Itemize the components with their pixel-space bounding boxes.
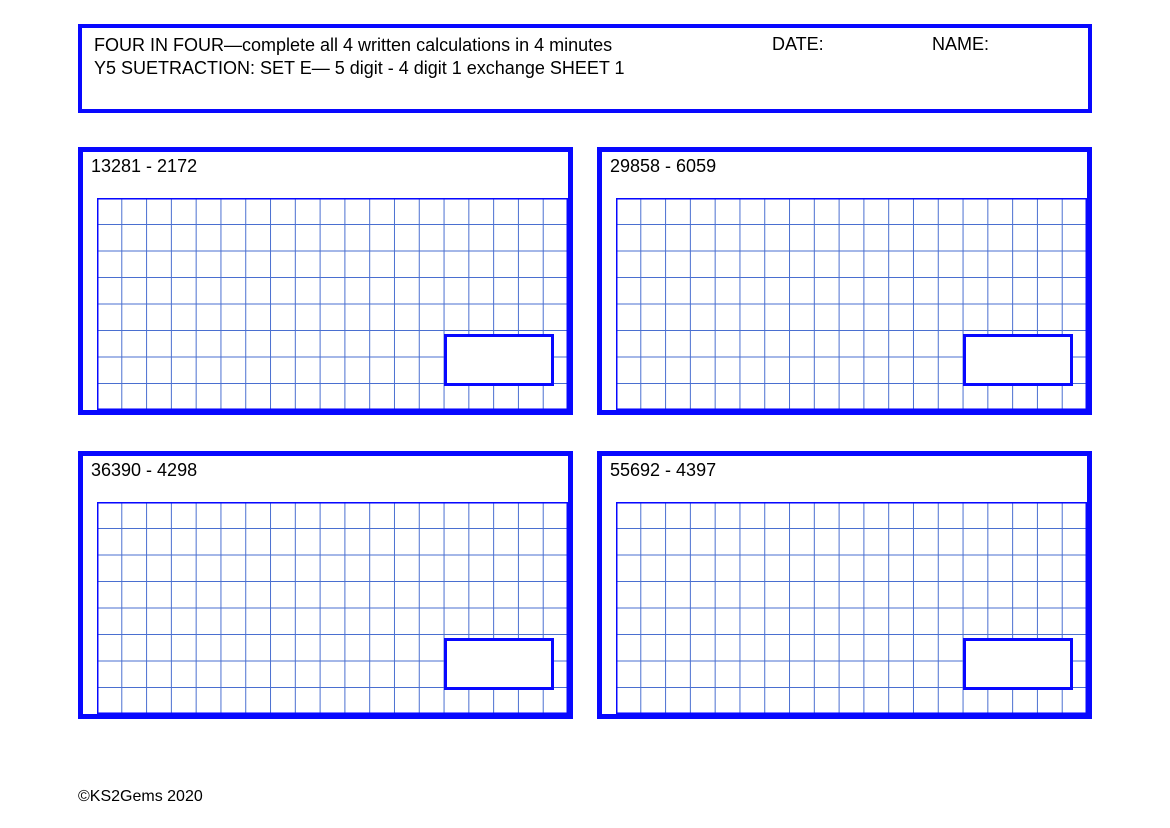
header-box: FOUR IN FOUR—complete all 4 written calc… — [78, 24, 1092, 113]
header-line2: Y5 SUETRACTION: SET E— 5 digit - 4 digit… — [94, 57, 1076, 80]
name-label: NAME: — [932, 34, 989, 55]
problem-box-1: 13281 - 2172 — [78, 147, 573, 415]
problem-box-3: 36390 - 4298 — [78, 451, 573, 719]
problems-grid: 13281 - 2172 29858 - 6059 36390 - 4298 5… — [78, 147, 1092, 719]
problem-text-3: 36390 - 4298 — [83, 456, 568, 483]
answer-box-4[interactable] — [963, 638, 1073, 690]
worksheet-page: FOUR IN FOUR—complete all 4 written calc… — [0, 0, 1170, 828]
header-line1: FOUR IN FOUR—complete all 4 written calc… — [94, 34, 1076, 57]
date-label: DATE: — [772, 34, 824, 55]
answer-box-1[interactable] — [444, 334, 554, 386]
answer-box-2[interactable] — [963, 334, 1073, 386]
problem-box-2: 29858 - 6059 — [597, 147, 1092, 415]
problem-text-2: 29858 - 6059 — [602, 152, 1087, 179]
footer-copyright: ©KS2Gems 2020 — [78, 788, 203, 806]
problem-text-4: 55692 - 4397 — [602, 456, 1087, 483]
problem-box-4: 55692 - 4397 — [597, 451, 1092, 719]
answer-box-3[interactable] — [444, 638, 554, 690]
problem-text-1: 13281 - 2172 — [83, 152, 568, 179]
